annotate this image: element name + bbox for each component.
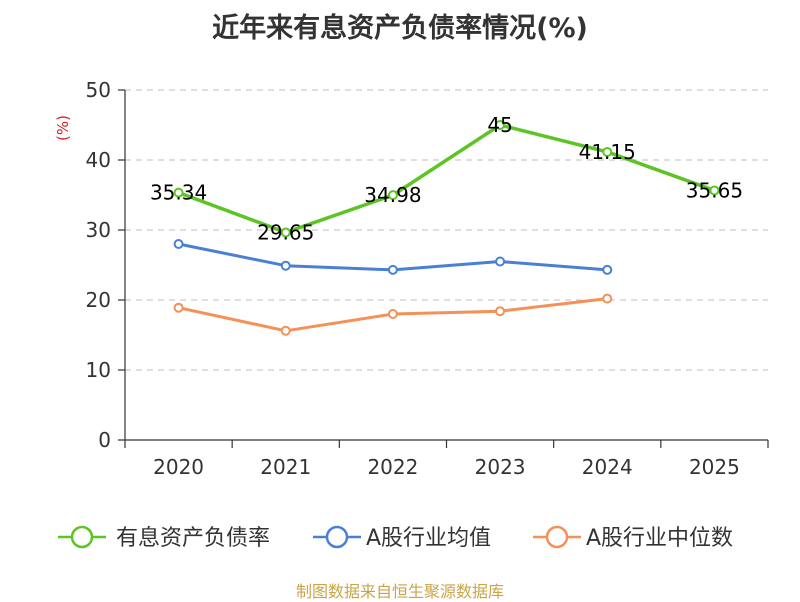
data-label: 35.34 bbox=[150, 181, 207, 205]
y-tick-label: 0 bbox=[98, 428, 111, 452]
data-point bbox=[602, 146, 613, 157]
legend-marker-icon bbox=[325, 525, 349, 549]
data-point bbox=[387, 264, 398, 275]
data-point bbox=[602, 264, 613, 275]
data-point bbox=[173, 187, 184, 198]
x-tick-label: 2025 bbox=[689, 455, 740, 479]
data-point bbox=[173, 302, 184, 313]
legend[interactable]: 有息资产负债率 A股行业均值 A股行业中位数 bbox=[58, 525, 733, 551]
y-axis-label: (%) bbox=[54, 115, 72, 141]
grid-lines bbox=[125, 89, 768, 371]
legend-item-2[interactable]: A股行业中位数 bbox=[533, 525, 733, 551]
data-point bbox=[387, 190, 398, 201]
data-point bbox=[387, 309, 398, 319]
data-point bbox=[280, 260, 291, 271]
data-labels: 35.34 29.65 34.98 45 41.15 35.65 bbox=[150, 113, 743, 244]
legend-label: 有息资产负债率 bbox=[116, 526, 270, 551]
data-point bbox=[280, 227, 291, 238]
data-label: 41.15 bbox=[579, 140, 636, 164]
x-tick-label: 2021 bbox=[260, 455, 311, 479]
data-point bbox=[280, 325, 291, 336]
y-tick-label: 30 bbox=[86, 218, 111, 242]
y-tick-label: 20 bbox=[86, 288, 111, 312]
data-label: 34.98 bbox=[364, 183, 421, 207]
y-tick-label: 40 bbox=[86, 148, 111, 172]
legend-item-1[interactable]: A股行业均值 bbox=[313, 525, 491, 551]
source-note: 制图数据来自恒生聚源数据库 bbox=[295, 582, 504, 601]
data-point bbox=[173, 239, 184, 249]
data-point bbox=[709, 185, 720, 196]
y-tick-label: 10 bbox=[86, 358, 111, 382]
legend-item-0[interactable]: 有息资产负债率 bbox=[58, 525, 270, 551]
axes: 0 10 20 30 40 50 2020 2021 2022 2023 2024 2025 (%) bbox=[54, 78, 769, 479]
legend-marker-icon bbox=[70, 525, 94, 549]
data-point bbox=[495, 306, 506, 317]
legend-label: A股行业中位数 bbox=[586, 526, 733, 551]
legend-marker-icon bbox=[545, 525, 569, 549]
x-tick-label: 2020 bbox=[153, 455, 204, 479]
x-tick-label: 2022 bbox=[367, 455, 418, 479]
chart-title: 近年来有息资产负债率情况(%) bbox=[212, 13, 588, 44]
data-point bbox=[495, 256, 506, 267]
data-point bbox=[495, 120, 506, 130]
x-tick-label: 2023 bbox=[475, 455, 526, 479]
series-group bbox=[173, 120, 720, 336]
x-tick-label: 2024 bbox=[582, 455, 633, 479]
data-point bbox=[602, 293, 613, 304]
data-label: 45 bbox=[487, 113, 512, 137]
data-label: 29.65 bbox=[257, 220, 314, 244]
data-label: 35.65 bbox=[686, 178, 743, 202]
legend-label: A股行业均值 bbox=[366, 526, 491, 551]
series-line-0 bbox=[177, 123, 716, 235]
y-tick-label: 50 bbox=[86, 78, 111, 102]
